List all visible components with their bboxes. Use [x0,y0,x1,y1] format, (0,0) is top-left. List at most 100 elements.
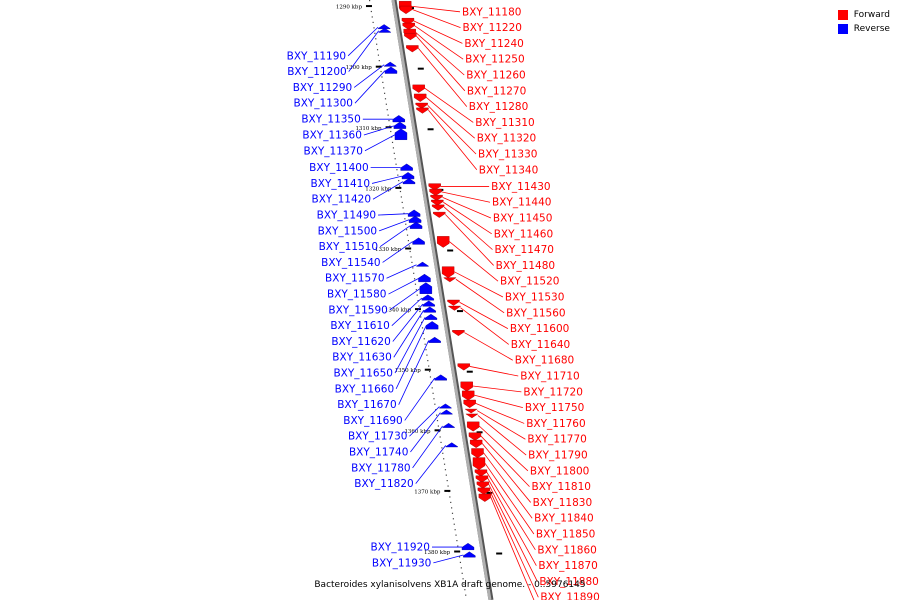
reverse-gene-leader [371,175,403,184]
forward-gene-arrow [402,22,415,30]
reverse-gene-label: BXY_11570 [325,273,384,285]
scale-dot [401,201,403,204]
scale-dot [428,365,430,367]
reverse-gene-label: BXY_11580 [327,289,386,301]
forward-gene-label: BXY_11840 [534,513,593,525]
forward-gene-arrow [416,107,429,114]
reverse-gene-label: BXY_11300 [294,98,353,110]
forward-gene-label: BXY_11850 [536,529,595,541]
scale-tick-label: 1340 kbp [385,308,412,314]
reverse-gene-label: BXY_11400 [309,162,368,174]
scale-dot [420,316,422,318]
scale-dot [458,556,461,558]
scale-dot [447,485,449,487]
forward-gene-arrow [447,299,460,306]
reverse-gene-label: BXY_11730 [348,431,407,443]
scale-dot [394,158,396,160]
scale-dot [422,332,424,334]
forward-gene-arrow [433,211,446,218]
forward-gene-leader [415,32,465,76]
reverse-gene-leader [364,134,396,152]
forward-gene-arrow [475,475,489,483]
reverse-gene-arrow [394,128,408,140]
scale-dot [393,152,395,154]
scale-dot [437,425,439,427]
reverse-gene-arrow [400,163,413,171]
scale-dot [444,469,447,471]
scale-dot [427,360,429,362]
reverse-gene-leader [378,219,410,232]
forward-gene-leader [472,385,522,393]
forward-gene-leader [411,9,461,28]
scale-dot [432,392,434,394]
reverse-swatch-icon [837,24,848,34]
forward-gene-label: BXY_11450 [493,213,552,225]
scale-tick-label: 1380 kbp [424,550,451,556]
forward-gene-label: BXY_11790 [528,450,587,462]
scale-dot [399,190,402,193]
forward-gene-label: BXY_11870 [538,560,597,572]
forward-gene-leader [459,301,509,329]
scale-dot [388,120,390,122]
reverse-gene-label: BXY_11190 [287,50,346,62]
forward-gene-label: BXY_11770 [527,434,586,446]
reverse-gene-label: BXY_11540 [321,257,380,269]
forward-gene-label: BXY_11600 [510,323,569,335]
reverse-gene-label: BXY_11410 [311,178,370,190]
scale-tick-label: 1300 kbp [346,65,373,71]
scale-dot [406,234,409,236]
forward-gene-leader [487,478,537,566]
scale-dot [402,207,404,209]
scale-dot [460,567,462,569]
scale-dot [417,300,419,302]
scale-dot [441,447,443,449]
scale-dot [391,141,394,144]
reverse-gene-arrow [445,442,458,448]
reverse-gene-leader [404,377,436,421]
forward-gene-arrow [471,448,484,459]
scale-dot [408,245,410,247]
legend-reverse-label: Reverse [853,24,890,34]
scale-dot [395,163,397,165]
forward-gene-label: BXY_11480 [496,260,555,272]
scale-dot [434,403,436,405]
scale-dot [463,583,465,585]
forward-gene-label: BXY_11220 [463,22,522,34]
reverse-gene-label: BXY_11200 [287,66,346,78]
scale-dot [381,76,383,78]
forward-gene-leader [455,278,505,314]
forward-gene-leader [445,214,494,266]
scale-dot [436,414,438,416]
scale-dot [383,92,386,94]
scale-dot [392,147,395,149]
reverse-gene-arrow [439,403,452,409]
scale-dot [421,327,424,329]
reverse-gene-arrow [461,543,475,551]
forward-gene-leader [469,366,519,377]
reverse-gene-leader [394,317,426,374]
reverse-gene-leader [378,213,409,216]
forward-gene-label: BXY_11800 [530,465,589,477]
scale-dot [385,103,387,105]
scale-dot [424,343,426,345]
forward-gene-arrow [464,408,478,414]
scale-dot [455,534,457,536]
forward-gene-arrow [429,188,442,196]
scale-dot [438,430,440,433]
forward-gene-label: BXY_11530 [505,292,564,304]
reverse-gene-leader [392,303,424,342]
forward-gene-leader [443,206,493,250]
scale-dot [413,272,415,274]
reverse-gene-label: BXY_11930 [372,557,431,569]
scale-dot [373,27,375,29]
reverse-gene-label: BXY_11740 [349,447,408,459]
legend-reverse: Reverse [837,22,890,36]
forward-gene-arrow [477,487,491,495]
reverse-gene-arrow [408,215,422,223]
scale-dot [442,452,444,454]
reverse-gene-label: BXY_11650 [333,368,392,380]
forward-gene-leader [425,96,475,139]
forward-gene-leader [427,104,477,155]
